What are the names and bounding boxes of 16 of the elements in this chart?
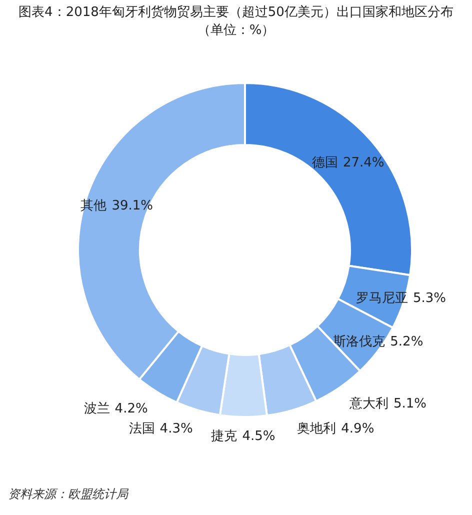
- value-label: 5.3%: [413, 290, 446, 306]
- category-label: 捷克: [211, 429, 238, 444]
- text: 资料来源：欧盟统计局: [8, 487, 129, 501]
- category-label: 奥地利: [297, 422, 336, 436]
- value-label: 5.2%: [390, 334, 424, 350]
- value-label: 4.2%: [114, 401, 148, 416]
- value-label: 5.1%: [393, 396, 426, 412]
- category-label: 德国: [312, 155, 338, 170]
- value-label: 4.5%: [242, 429, 276, 444]
- category-label: 波兰: [84, 401, 110, 416]
- chart-title: 图表4：2018年匈牙利货物贸易主要（超过50亿美元）出口国家和地区分布（单位：%）: [18, 4, 454, 40]
- value-label: 27.4%: [342, 155, 384, 170]
- category-label: 法国: [128, 422, 155, 436]
- category-label: 意大利: [349, 396, 388, 412]
- value-label: 4.9%: [341, 422, 374, 436]
- value-label: 4.3%: [160, 422, 193, 436]
